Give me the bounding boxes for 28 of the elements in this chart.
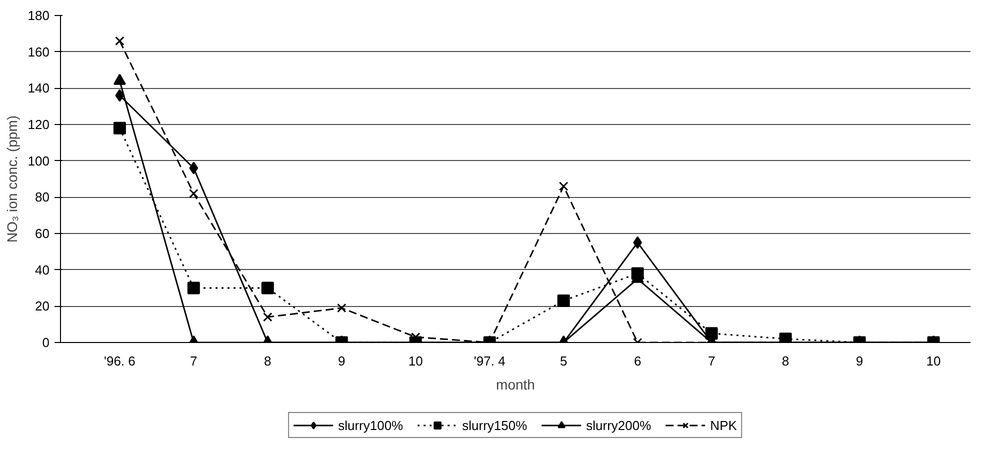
y-tick-label: 140 bbox=[28, 80, 50, 96]
y-tick-label: 60 bbox=[35, 226, 50, 241]
y-tick-label: 40 bbox=[35, 262, 50, 278]
x-tick-label: '97. 4 bbox=[474, 354, 506, 368]
legend-label: slurry200% bbox=[586, 417, 652, 433]
y-axis-title: NO₃ ion conc. (ppm) bbox=[4, 115, 20, 243]
y-tick-label: 100 bbox=[28, 153, 50, 168]
x-tick-label: 9 bbox=[338, 354, 346, 368]
x-tick-label: 6 bbox=[634, 354, 642, 368]
x-tick-label: 10 bbox=[408, 354, 423, 368]
y-tick-label: 160 bbox=[28, 44, 50, 60]
y-tick-label: 20 bbox=[35, 298, 50, 314]
legend-label: slurry100% bbox=[338, 417, 404, 433]
x-tick-label: 7 bbox=[190, 354, 198, 368]
x-axis-title: month bbox=[496, 376, 535, 392]
x-tick-label: 8 bbox=[782, 354, 790, 368]
legend-label: slurry150% bbox=[462, 417, 528, 433]
y-tick-label: 180 bbox=[28, 8, 50, 23]
x-tick-label: 9 bbox=[856, 354, 864, 368]
y-tick-label: 120 bbox=[28, 117, 50, 132]
legend-label: NPK bbox=[710, 417, 737, 433]
x-tick-label: 10 bbox=[926, 354, 941, 368]
x-tick-label: 7 bbox=[708, 354, 716, 368]
x-tick-label: 5 bbox=[560, 354, 568, 368]
y-tick-label: 0 bbox=[42, 335, 50, 350]
x-tick-label: 8 bbox=[264, 354, 272, 368]
y-tick-label: 80 bbox=[35, 190, 50, 205]
x-tick-label: '96. 6 bbox=[104, 354, 136, 368]
